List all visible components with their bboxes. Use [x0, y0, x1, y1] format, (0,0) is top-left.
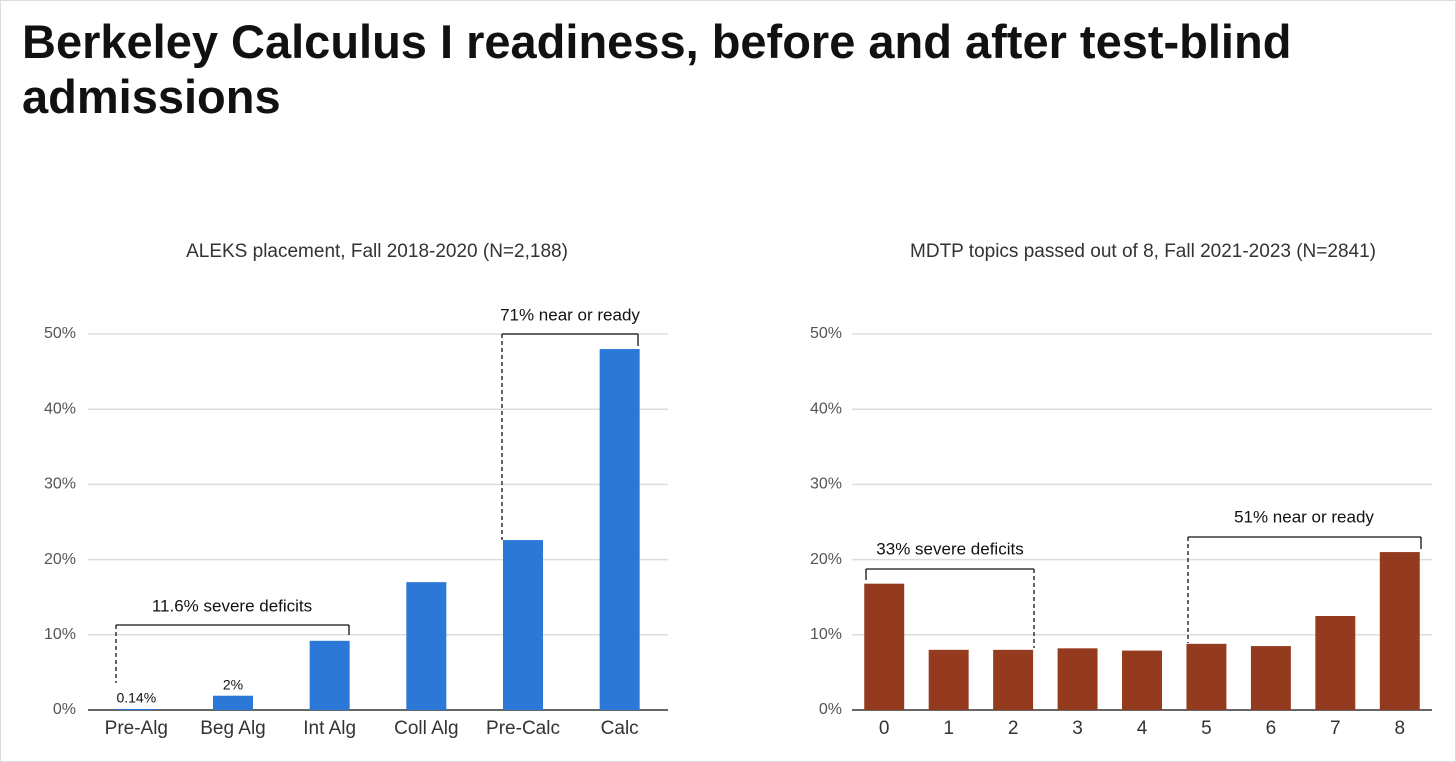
x-tick-label: 7: [1330, 718, 1341, 739]
y-tick-label: 30%: [44, 476, 76, 493]
y-tick-label: 30%: [810, 476, 842, 493]
y-tick-label: 40%: [810, 400, 842, 417]
y-tick-label: 40%: [44, 400, 76, 417]
x-tick-label: Calc: [601, 718, 639, 739]
y-tick-label: 50%: [44, 325, 76, 342]
chart-title: MDTP topics passed out of 8, Fall 2021-2…: [910, 241, 1376, 262]
annotation: 51% near or ready: [1234, 507, 1374, 526]
y-tick-label: 20%: [810, 551, 842, 568]
x-tick-label: 8: [1394, 718, 1405, 739]
annotation: 71% near or ready: [500, 305, 640, 324]
x-tick-label: Pre-Calc: [486, 718, 560, 739]
y-tick-label: 10%: [44, 626, 76, 643]
value-label: 2%: [223, 676, 243, 692]
bar: [503, 540, 543, 710]
y-tick-label: 0%: [53, 701, 76, 718]
title-line: Berkeley Calculus I readiness, before an…: [22, 15, 1291, 68]
bar: [599, 349, 640, 710]
x-tick-label: 2: [1008, 718, 1019, 739]
x-tick-label: Pre-Alg: [105, 718, 168, 739]
x-tick-label: Int Alg: [303, 718, 356, 739]
bar: [213, 695, 253, 710]
annotation: 11.6% severe deficits: [152, 596, 312, 615]
bar: [1379, 552, 1420, 710]
bar: [864, 583, 905, 710]
x-tick-label: 1: [943, 718, 954, 739]
y-tick-label: 10%: [810, 626, 842, 643]
bar: [1250, 646, 1291, 710]
annotation: 33% severe deficits: [876, 539, 1023, 558]
y-tick-label: 50%: [810, 325, 842, 342]
x-tick-label: 6: [1266, 718, 1277, 739]
bar: [1122, 650, 1162, 710]
chart-title: ALEKS placement, Fall 2018-2020 (N=2,188…: [186, 241, 568, 262]
bar: [116, 708, 157, 710]
x-tick-label: 0: [879, 718, 890, 739]
y-tick-label: 20%: [44, 551, 76, 568]
x-tick-label: Coll Alg: [394, 718, 458, 739]
value-label: 0.14%: [116, 690, 156, 706]
y-tick-label: 0%: [819, 701, 842, 718]
x-tick-label: Beg Alg: [200, 718, 266, 739]
bar: [1315, 616, 1356, 710]
bar: [1186, 643, 1227, 710]
bar: [928, 649, 969, 710]
page-title: Berkeley Calculus I readiness, before an…: [22, 15, 1291, 123]
bar: [993, 649, 1034, 710]
bar: [406, 582, 447, 710]
bar: [1057, 648, 1098, 710]
x-tick-label: 5: [1201, 718, 1212, 739]
x-tick-label: 4: [1137, 718, 1148, 739]
bar: [309, 640, 350, 710]
title-line: admissions: [22, 70, 281, 123]
x-tick-label: 3: [1072, 718, 1083, 739]
